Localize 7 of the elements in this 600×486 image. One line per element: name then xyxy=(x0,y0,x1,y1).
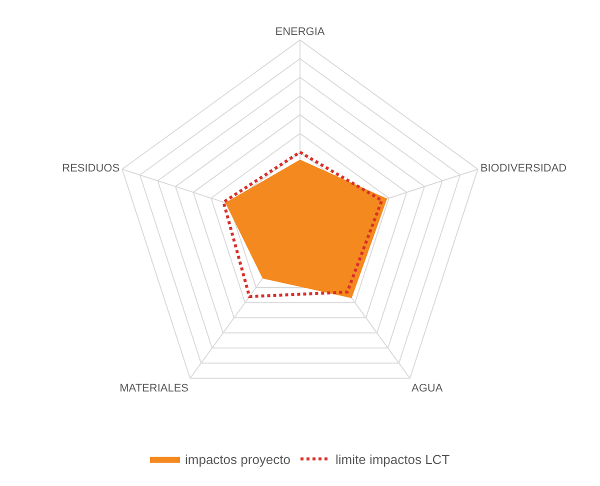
spoke-label: RESIDUOS xyxy=(62,162,120,174)
spoke-label: ENERGIA xyxy=(275,26,326,38)
spoke-label: BIODIVERSIDAD xyxy=(480,162,567,174)
legend-label: impactos proyecto xyxy=(185,452,290,467)
spoke-label: MATERIALES xyxy=(120,382,188,395)
spoke-label: AGUA xyxy=(412,382,444,395)
legend-label: limite impactos LCT xyxy=(336,452,450,467)
